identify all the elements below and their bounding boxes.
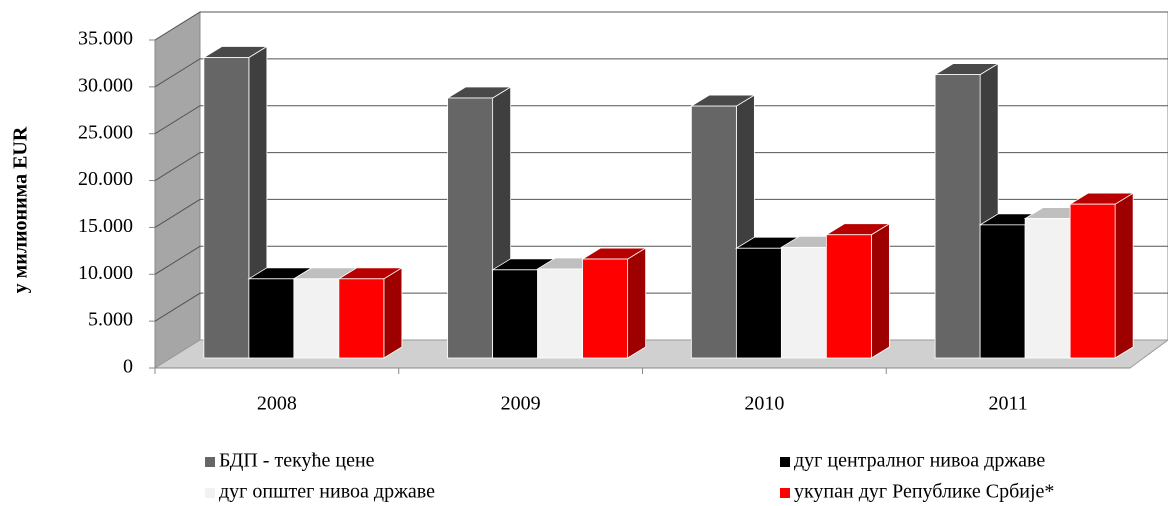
bar-front — [338, 278, 385, 359]
bar-front — [492, 269, 539, 359]
bar — [824, 223, 891, 359]
bar-front — [537, 268, 584, 359]
bar-front — [203, 57, 250, 359]
legend-swatch — [205, 488, 215, 498]
grid-line — [154, 198, 1168, 228]
bar-front — [447, 97, 494, 359]
bar-front — [690, 105, 737, 359]
x-tick-label: 2008 — [257, 393, 297, 415]
x-tick-label: 2009 — [501, 393, 541, 415]
bar-front — [293, 278, 340, 359]
legend-label: дуг централног нивоа државе — [794, 450, 1045, 472]
grid-line — [154, 58, 1168, 88]
y-tick-label: 0 — [123, 356, 133, 378]
grid-line — [154, 152, 1168, 181]
grid-line — [154, 11, 1168, 41]
legend-label: укупан дуг Републике Србије* — [794, 481, 1054, 503]
bar — [337, 267, 404, 359]
y-axis-title: у милионима EUR — [10, 126, 32, 293]
bar-side — [870, 223, 890, 359]
y-tick-label: 5.000 — [88, 309, 133, 331]
bar-front — [248, 278, 295, 359]
bar — [1068, 192, 1135, 359]
y-tick-label: 30.000 — [78, 74, 133, 96]
y-tick-label: 20.000 — [78, 168, 133, 190]
bar-side — [383, 267, 403, 359]
grid-segment — [154, 105, 1168, 135]
bar — [581, 247, 648, 359]
grid-line — [154, 105, 1168, 135]
legend-label: дуг општег нивоа државе — [219, 481, 435, 503]
grid-segment — [154, 58, 1168, 88]
bar-front — [582, 258, 629, 359]
legend-swatch — [780, 488, 790, 498]
bar-side — [1114, 192, 1134, 359]
y-tick-label: 25.000 — [78, 121, 133, 143]
y-tick-label: 10.000 — [78, 262, 133, 284]
grid-segment — [154, 11, 1168, 41]
legend-swatch — [780, 457, 790, 467]
y-tick-label: 35.000 — [78, 28, 133, 50]
legend-label: БДП - текуће цене — [219, 450, 375, 472]
bar-front — [934, 74, 981, 359]
bar — [689, 94, 756, 359]
grid-segment — [154, 198, 1168, 228]
x-tick-label: 2010 — [744, 393, 784, 415]
y-tick-label: 15.000 — [78, 215, 133, 237]
legend-swatch — [205, 457, 215, 467]
bar-front — [1069, 203, 1116, 359]
bar-front — [979, 224, 1026, 359]
bar-front — [735, 247, 782, 359]
bar-front — [825, 234, 872, 359]
bar-front — [1024, 218, 1071, 359]
bar-side — [627, 247, 647, 359]
side-wall — [154, 11, 201, 369]
grid-segment — [154, 152, 1168, 181]
x-tick-label: 2011 — [988, 393, 1027, 415]
bar-front — [780, 246, 827, 359]
